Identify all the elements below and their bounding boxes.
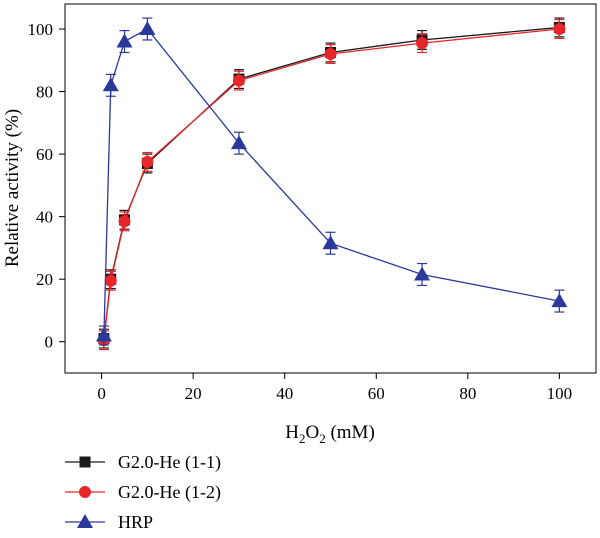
data-point [116, 33, 133, 48]
data-point [139, 21, 156, 36]
x-axis-label-h: H [285, 422, 299, 443]
legend-marker [79, 486, 91, 498]
x-tick-label: 0 [97, 384, 106, 403]
y-tick-label: 0 [45, 333, 54, 352]
y-tick-label: 40 [36, 208, 53, 227]
x-tick-label: 20 [185, 384, 202, 403]
data-point [230, 135, 247, 150]
x-tick-label: 60 [368, 384, 385, 403]
data-point [232, 74, 245, 87]
legend-item: G2.0-He (1-1) [65, 452, 221, 473]
y-axis-ticks: 0 20 40 60 80 100 [28, 20, 65, 352]
x-axis-label-o: O [305, 422, 319, 443]
series-line [103, 28, 560, 341]
x-axis-ticks: 0 20 40 60 80 100 [97, 373, 572, 403]
data-point [416, 37, 429, 50]
data-point [414, 266, 431, 281]
y-tick-label: 60 [36, 145, 53, 164]
data-point [553, 23, 566, 36]
data-point [95, 327, 112, 342]
x-axis-label-sub-2b: 2 [319, 431, 326, 446]
plot-frame [64, 3, 597, 374]
series-line [103, 26, 560, 339]
legend: G2.0-He (1-1) G2.0-He (1-2) HRP [65, 452, 221, 532]
data-point [102, 77, 119, 92]
data-point [322, 235, 339, 250]
legend-marker [77, 514, 93, 528]
x-tick-label: 80 [459, 384, 476, 403]
series-square [98, 17, 565, 349]
x-tick-label: 100 [547, 384, 573, 403]
y-tick-label: 100 [28, 20, 54, 39]
data-point [324, 48, 337, 61]
legend-marker [79, 456, 91, 468]
data-point [551, 293, 568, 308]
legend-item: HRP [65, 512, 153, 532]
y-tick-label: 20 [36, 270, 53, 289]
x-axis-label-sub-2a: 2 [299, 431, 306, 446]
series-triangle [95, 17, 568, 346]
data-point [141, 155, 154, 168]
legend-label: HRP [118, 512, 153, 532]
legend-item: G2.0-He (1-2) [65, 482, 221, 503]
y-tick-label: 80 [36, 83, 53, 102]
series-circle [97, 19, 566, 351]
x-tick-label: 40 [276, 384, 293, 403]
legend-label: G2.0-He (1-2) [118, 482, 221, 503]
series-layer [95, 17, 568, 351]
y-axis-label: Relative activity (%) [2, 109, 23, 267]
x-axis-label: H2O2 (mM) [285, 422, 375, 446]
series-line [103, 28, 560, 336]
data-point [104, 274, 117, 287]
legend-label: G2.0-He (1-1) [118, 452, 221, 473]
data-point [118, 215, 131, 228]
x-axis-label-unit: (mM) [326, 422, 375, 443]
